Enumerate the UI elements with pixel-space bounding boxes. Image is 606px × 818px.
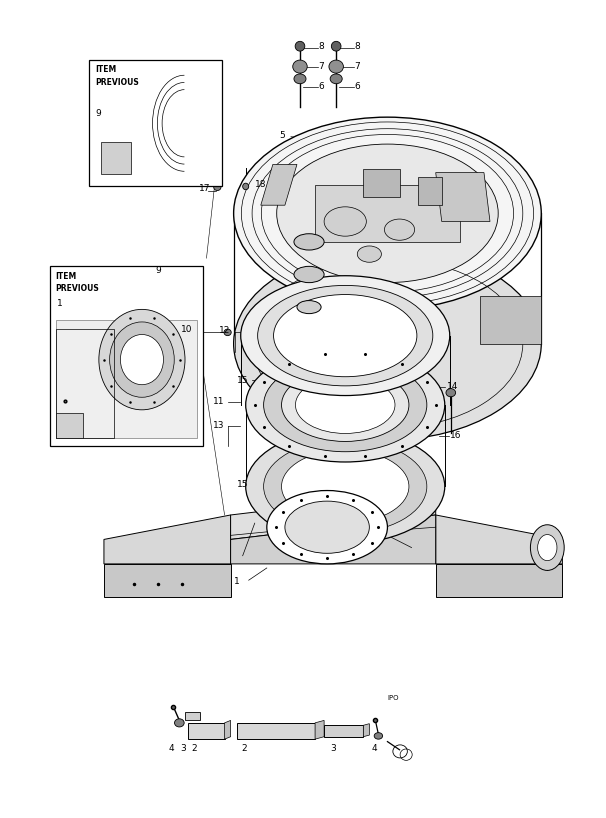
Text: ITEM: ITEM [56, 272, 77, 281]
Text: 9: 9 [95, 109, 101, 118]
Text: 3: 3 [331, 744, 336, 753]
Ellipse shape [264, 358, 427, 452]
Text: 16: 16 [450, 431, 462, 440]
Polygon shape [480, 295, 541, 344]
Ellipse shape [294, 74, 306, 83]
Ellipse shape [384, 219, 415, 240]
Polygon shape [101, 142, 131, 174]
Polygon shape [231, 515, 436, 564]
Ellipse shape [282, 368, 409, 442]
Text: 18: 18 [255, 180, 267, 189]
Text: PREVIOUS: PREVIOUS [95, 78, 139, 87]
Text: 14: 14 [447, 383, 458, 392]
Ellipse shape [446, 389, 456, 397]
Text: 12: 12 [219, 326, 230, 335]
Ellipse shape [267, 491, 387, 564]
Ellipse shape [234, 248, 541, 440]
Text: 10: 10 [181, 326, 193, 335]
Text: 7: 7 [355, 62, 360, 71]
Polygon shape [436, 173, 490, 222]
Text: PREVIOUS: PREVIOUS [56, 284, 99, 293]
Polygon shape [285, 303, 345, 335]
Polygon shape [56, 413, 83, 438]
Ellipse shape [330, 74, 342, 83]
Polygon shape [188, 723, 225, 739]
Text: ITEM: ITEM [95, 65, 116, 74]
Polygon shape [364, 169, 399, 197]
Polygon shape [436, 564, 562, 596]
Ellipse shape [296, 376, 395, 434]
Ellipse shape [110, 322, 175, 398]
Polygon shape [104, 515, 231, 564]
Text: 11: 11 [213, 398, 224, 407]
Ellipse shape [295, 42, 305, 51]
Text: 2: 2 [241, 744, 247, 753]
Bar [50, 267, 204, 446]
Ellipse shape [530, 525, 564, 570]
Polygon shape [315, 721, 324, 739]
Polygon shape [351, 507, 381, 539]
Polygon shape [237, 723, 315, 739]
Text: 9: 9 [155, 266, 161, 275]
Ellipse shape [224, 329, 231, 335]
Polygon shape [104, 564, 231, 596]
Polygon shape [436, 515, 562, 564]
Text: 6: 6 [318, 83, 324, 92]
Text: 15: 15 [237, 480, 248, 489]
Polygon shape [324, 726, 364, 737]
Ellipse shape [331, 42, 341, 51]
Polygon shape [364, 724, 369, 737]
Polygon shape [315, 185, 460, 242]
Ellipse shape [273, 294, 417, 377]
Ellipse shape [99, 309, 185, 410]
Ellipse shape [245, 348, 445, 462]
Ellipse shape [277, 144, 498, 282]
Ellipse shape [214, 184, 221, 191]
Ellipse shape [245, 429, 445, 543]
Ellipse shape [374, 733, 382, 739]
Polygon shape [225, 721, 231, 739]
Ellipse shape [242, 183, 248, 190]
Polygon shape [56, 320, 198, 438]
Text: 13: 13 [213, 420, 224, 429]
Text: 17: 17 [199, 184, 211, 193]
Polygon shape [261, 164, 297, 205]
Text: 4: 4 [168, 744, 174, 753]
Ellipse shape [358, 246, 381, 263]
Ellipse shape [294, 267, 324, 283]
Ellipse shape [258, 285, 433, 386]
Text: 6: 6 [355, 83, 360, 92]
Text: 15: 15 [237, 376, 248, 385]
Text: 8: 8 [355, 42, 360, 51]
Ellipse shape [234, 117, 541, 309]
Text: 1: 1 [57, 299, 62, 308]
Ellipse shape [241, 276, 450, 396]
Text: 1: 1 [234, 577, 239, 586]
Ellipse shape [324, 207, 367, 236]
Text: 2: 2 [191, 744, 197, 753]
Polygon shape [418, 177, 442, 205]
Ellipse shape [264, 439, 427, 533]
Text: 3: 3 [180, 744, 185, 753]
Polygon shape [231, 491, 436, 539]
Ellipse shape [282, 450, 409, 523]
Ellipse shape [538, 534, 557, 560]
Ellipse shape [285, 501, 369, 553]
Polygon shape [185, 712, 201, 721]
Ellipse shape [294, 234, 324, 250]
Text: 4: 4 [371, 744, 378, 753]
Polygon shape [273, 507, 303, 539]
Text: 8: 8 [318, 42, 324, 51]
Bar [89, 60, 222, 187]
Ellipse shape [297, 300, 321, 313]
Text: 5: 5 [279, 131, 285, 140]
Ellipse shape [293, 60, 307, 73]
Text: IPO: IPO [387, 695, 399, 701]
Ellipse shape [329, 60, 344, 73]
Ellipse shape [175, 719, 184, 727]
Text: 7: 7 [318, 62, 324, 71]
Ellipse shape [121, 335, 164, 384]
